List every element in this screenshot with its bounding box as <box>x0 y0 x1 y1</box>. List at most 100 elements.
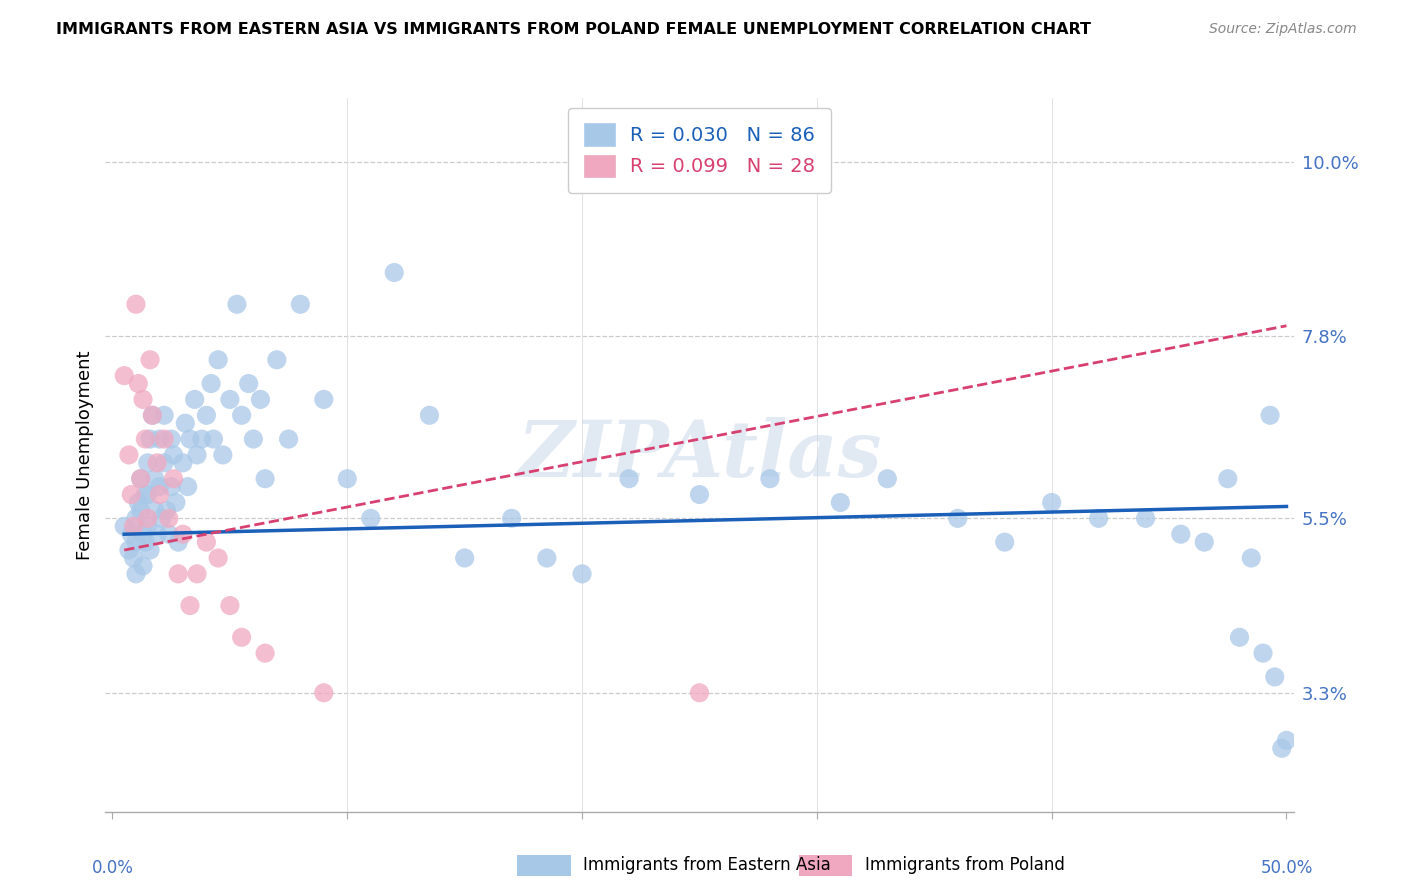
Point <box>830 495 852 509</box>
Point <box>143 472 166 486</box>
Point <box>136 519 159 533</box>
Point <box>172 527 194 541</box>
Point <box>179 599 201 613</box>
Point <box>226 297 249 311</box>
Point <box>127 495 149 509</box>
Point <box>454 551 477 566</box>
Point <box>254 646 277 660</box>
Point <box>139 543 162 558</box>
Point <box>150 511 173 525</box>
Point <box>153 456 176 470</box>
Point <box>617 472 640 486</box>
Point <box>172 456 194 470</box>
Text: Source: ZipAtlas.com: Source: ZipAtlas.com <box>1209 22 1357 37</box>
Point <box>571 566 593 581</box>
Point <box>136 487 159 501</box>
Point <box>127 376 149 391</box>
Point <box>1170 527 1192 541</box>
Point <box>148 480 170 494</box>
Point <box>153 409 176 423</box>
Point <box>360 511 382 525</box>
Point <box>129 472 152 486</box>
Point <box>129 503 152 517</box>
Point <box>136 511 159 525</box>
Point <box>190 432 212 446</box>
Text: ZIPAtlas: ZIPAtlas <box>517 417 882 493</box>
Point <box>167 535 190 549</box>
Point <box>129 472 152 486</box>
Point <box>1271 741 1294 756</box>
Point <box>536 551 558 566</box>
Point <box>139 432 162 446</box>
Point <box>688 487 710 501</box>
Point <box>118 448 141 462</box>
Point <box>238 376 260 391</box>
Point <box>134 535 156 549</box>
Point <box>290 297 312 311</box>
Point <box>167 566 190 581</box>
Point <box>120 527 142 541</box>
Point <box>254 472 277 486</box>
Point <box>1229 630 1251 644</box>
Point <box>174 416 197 430</box>
Point <box>312 392 335 407</box>
Text: Immigrants from Poland: Immigrants from Poland <box>865 856 1064 874</box>
Point <box>1040 495 1063 509</box>
Point <box>688 686 710 700</box>
Point <box>122 519 145 533</box>
Point <box>160 432 183 446</box>
Point <box>946 511 969 525</box>
Point <box>312 686 335 700</box>
Point <box>148 432 170 446</box>
Point <box>242 432 264 446</box>
Point <box>143 503 166 517</box>
Point <box>183 392 205 407</box>
Point <box>160 480 183 494</box>
Point <box>146 456 169 470</box>
Point <box>176 480 198 494</box>
Point <box>207 352 229 367</box>
Point <box>179 432 201 446</box>
Point <box>1240 551 1263 566</box>
Legend: R = 0.030   N = 86, R = 0.099   N = 28: R = 0.030 N = 86, R = 0.099 N = 28 <box>568 108 831 193</box>
Point <box>165 495 187 509</box>
Text: 0.0%: 0.0% <box>91 859 134 878</box>
Point <box>876 472 898 486</box>
Point <box>1135 511 1157 525</box>
Point <box>211 448 233 462</box>
Point <box>202 432 225 446</box>
Point <box>382 266 405 280</box>
Point <box>219 599 242 613</box>
Point <box>125 511 148 525</box>
Point <box>186 566 208 581</box>
Point <box>157 511 180 525</box>
Point <box>1087 511 1109 525</box>
Point <box>759 472 782 486</box>
Point <box>186 448 208 462</box>
Point <box>1275 733 1298 747</box>
Text: 50.0%: 50.0% <box>1260 859 1313 878</box>
Point <box>219 392 242 407</box>
Point <box>125 535 148 549</box>
Point <box>141 409 163 423</box>
Point <box>249 392 271 407</box>
Point <box>132 392 155 407</box>
Y-axis label: Female Unemployment: Female Unemployment <box>76 351 94 559</box>
Text: IMMIGRANTS FROM EASTERN ASIA VS IMMIGRANTS FROM POLAND FEMALE UNEMPLOYMENT CORRE: IMMIGRANTS FROM EASTERN ASIA VS IMMIGRAN… <box>56 22 1091 37</box>
Point <box>1194 535 1216 549</box>
Point <box>120 487 142 501</box>
Point <box>134 432 156 446</box>
Point <box>146 527 169 541</box>
Point <box>207 551 229 566</box>
Point <box>125 297 148 311</box>
Point <box>125 566 148 581</box>
Point <box>132 527 155 541</box>
Point <box>501 511 523 525</box>
Point <box>1216 472 1239 486</box>
Point <box>231 630 253 644</box>
Point <box>112 519 135 533</box>
Point <box>132 558 155 573</box>
Point <box>336 472 359 486</box>
Point <box>231 409 253 423</box>
Point <box>994 535 1017 549</box>
